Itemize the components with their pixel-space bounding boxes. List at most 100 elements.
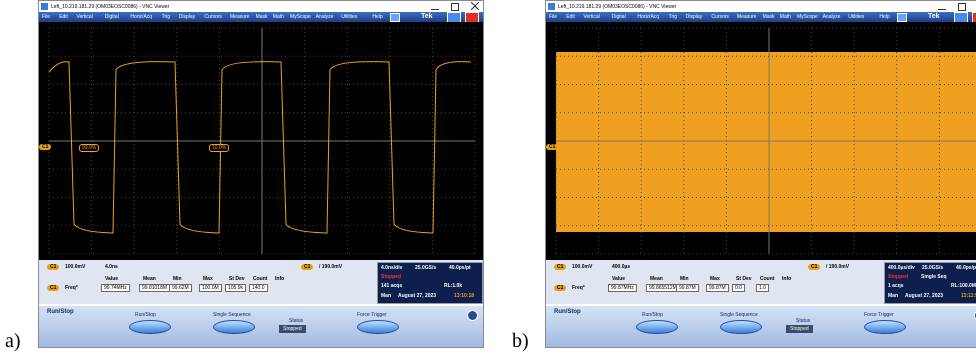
force-trigger-label: Force Trigger <box>864 312 894 318</box>
menu-item[interactable]: Mask <box>256 14 268 20</box>
single-sequence-button[interactable] <box>720 320 762 334</box>
menu-item[interactable]: Trig <box>162 14 170 20</box>
time: 13:11:55 <box>961 293 976 299</box>
acq-rate: 25.0GS/s <box>415 265 436 271</box>
measure-value: 99.81018M <box>139 284 170 292</box>
menu-item[interactable]: Measure <box>230 14 249 20</box>
close-controls[interactable] <box>467 310 478 321</box>
acq-state: Stopped <box>888 274 908 280</box>
measure-value: 100.0M <box>199 284 222 292</box>
oscilloscope-window: Left_10.219.181.29 (OM03EOSC0086) - VNC … <box>545 0 976 348</box>
menu-item[interactable]: Vertical <box>76 14 92 20</box>
measure-header: Value <box>612 276 625 282</box>
menu-item[interactable]: MyScope <box>290 14 311 20</box>
menu-item[interactable]: Cursors <box>204 14 222 20</box>
maximize-button[interactable] <box>451 3 459 11</box>
menu-item[interactable]: Horiz/Acq <box>130 14 152 20</box>
force-trigger-button[interactable] <box>864 320 906 334</box>
graticule <box>546 22 976 260</box>
menu-item[interactable]: Digital <box>105 14 119 20</box>
measure-value: 99.62M <box>169 284 192 292</box>
trigger-badge: C1 <box>808 264 820 270</box>
measure-header: Value <box>105 276 118 282</box>
menu-item[interactable]: Horiz/Acq <box>637 14 659 20</box>
measure-header: Min <box>173 276 182 282</box>
measure-value: 105.9k <box>225 284 246 292</box>
menu-item[interactable]: Help <box>879 14 889 20</box>
menu-item[interactable]: MyScope <box>797 14 818 20</box>
menu-item[interactable]: Edit <box>59 14 68 20</box>
run-stop-label: Run/Stop <box>135 312 156 318</box>
measure-header: Mean <box>650 276 663 282</box>
single-sequence-button[interactable] <box>213 320 255 334</box>
maximize-button[interactable] <box>958 3 966 11</box>
single-sequence-label: Single Sequence <box>213 312 251 318</box>
title-bar: Left_10.219.181.29 (OM03EOSC0086) - VNC … <box>546 1 976 12</box>
cursor-label: 99.9% <box>79 144 99 152</box>
measure-value: 140.0 <box>249 284 268 292</box>
trigger-mode: Man <box>888 293 898 299</box>
menu-item[interactable]: Measure <box>737 14 756 20</box>
menu-item[interactable]: Math <box>273 14 284 20</box>
menu-item[interactable]: Digital <box>612 14 626 20</box>
close-button[interactable] <box>471 2 479 10</box>
menu-item[interactable]: File <box>42 14 50 20</box>
acq-count: 141 acqs <box>381 283 402 289</box>
status-value: Stopped <box>786 325 813 333</box>
run-stop-button[interactable] <box>129 320 171 334</box>
menu-item[interactable]: Edit <box>566 14 575 20</box>
title-bar: Left_10.219.181.29 (OM03EOSC0086) - VNC … <box>39 1 484 12</box>
menu-item[interactable]: Mask <box>763 14 775 20</box>
app-icon <box>548 3 555 10</box>
channel-marker: C1 <box>39 144 51 150</box>
menu-item[interactable]: Cursors <box>711 14 729 20</box>
measure-value: 99.87MHz <box>608 284 637 292</box>
measure-value: 1.0 <box>756 284 769 292</box>
measure-value: 0.0 <box>732 284 745 292</box>
menu-bar: File Edit Vertical Digital Horiz/Acq Trig Disp… <box>546 12 976 22</box>
minimize-button[interactable] <box>431 2 439 10</box>
acq-rate: 40.0ps/pt <box>956 265 976 271</box>
menu-item[interactable]: Utilities <box>341 14 357 20</box>
channel-badge: C1 <box>554 264 566 270</box>
window-title: Left_10.219.181.29 (OM03EOSC0086) - VNC … <box>51 4 169 10</box>
menu-item[interactable]: Vertical <box>583 14 599 20</box>
menu-item[interactable]: Utilities <box>848 14 864 20</box>
menu-item[interactable]: File <box>549 14 557 20</box>
app-icon <box>41 3 48 10</box>
vertical-scale: 100.0mV <box>65 264 85 270</box>
menu-item[interactable]: Display <box>686 14 702 20</box>
screenshot: a)Left_10.219.181.29 (OM03EOSC0086) - VN… <box>0 0 976 356</box>
force-trigger-button[interactable] <box>357 320 399 334</box>
status-label: Status <box>289 318 303 324</box>
menu-dropdown[interactable] <box>390 13 400 22</box>
acq-count: 1 acqs <box>888 283 904 289</box>
record-length: RL:100.0M <box>951 283 976 289</box>
minimize-button[interactable] <box>938 2 946 10</box>
acq-state: Stopped <box>381 274 401 280</box>
menu-item[interactable]: Math <box>780 14 791 20</box>
menu-item[interactable]: Analyze <box>823 14 841 20</box>
channel-badge: C1 <box>47 264 59 270</box>
menu-item[interactable]: Trig <box>669 14 677 20</box>
measure-header: Count <box>760 276 774 282</box>
run-stop-button[interactable] <box>636 320 678 334</box>
trigger-mode: Man <box>381 293 391 299</box>
menu-dropdown[interactable] <box>897 13 907 22</box>
menu-item[interactable]: Analyze <box>316 14 334 20</box>
scope-display: C1 <box>546 22 976 260</box>
measure-value: 99.865512M <box>646 284 680 292</box>
menu-item[interactable]: Help <box>372 14 382 20</box>
measure-header: Mean <box>143 276 156 282</box>
measure-channel: C1 <box>554 285 566 291</box>
waveform <box>49 62 471 233</box>
menu-item[interactable]: Display <box>179 14 195 20</box>
measure-header: Count <box>253 276 267 282</box>
